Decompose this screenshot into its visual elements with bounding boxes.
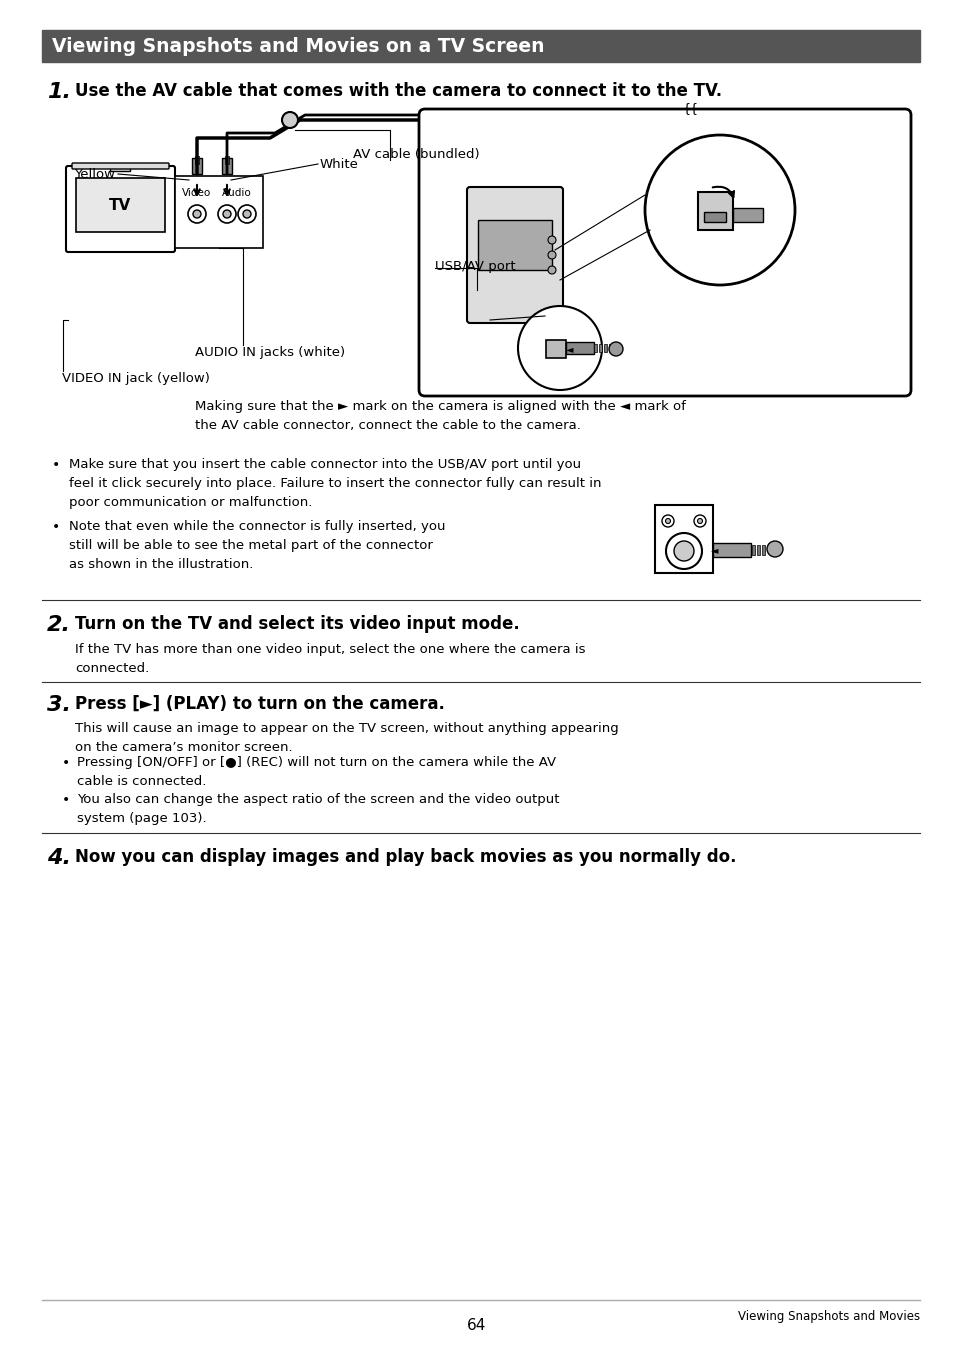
Text: Use the AV cable that comes with the camera to connect it to the TV.: Use the AV cable that comes with the cam… bbox=[75, 81, 721, 100]
Bar bbox=[42, 30, 919, 62]
Text: VIDEO IN jack (yellow): VIDEO IN jack (yellow) bbox=[62, 372, 210, 385]
Text: TV: TV bbox=[110, 198, 132, 213]
FancyBboxPatch shape bbox=[467, 187, 562, 323]
Bar bbox=[598, 345, 601, 351]
Circle shape bbox=[697, 518, 701, 524]
Circle shape bbox=[188, 205, 206, 223]
Text: ◄: ◄ bbox=[565, 345, 573, 354]
Text: Note that even while the connector is fully inserted, you
still will be able to : Note that even while the connector is fu… bbox=[69, 520, 445, 571]
Bar bbox=[712, 543, 750, 556]
Bar bbox=[225, 156, 229, 164]
Bar bbox=[565, 342, 594, 354]
Text: Yellow: Yellow bbox=[74, 167, 115, 180]
Text: Press [►] (PLAY) to turn on the camera.: Press [►] (PLAY) to turn on the camera. bbox=[75, 695, 444, 712]
Text: •: • bbox=[62, 756, 71, 769]
Circle shape bbox=[644, 134, 794, 285]
Bar bbox=[222, 157, 232, 174]
Text: Turn on the TV and select its video input mode.: Turn on the TV and select its video inpu… bbox=[75, 615, 519, 632]
FancyBboxPatch shape bbox=[418, 109, 910, 396]
Bar bbox=[111, 166, 131, 171]
Circle shape bbox=[547, 251, 556, 259]
Bar bbox=[603, 345, 606, 351]
Text: White: White bbox=[319, 157, 358, 171]
Bar bbox=[477, 220, 552, 270]
Circle shape bbox=[193, 210, 201, 218]
Text: 4.: 4. bbox=[47, 848, 71, 868]
Text: This will cause an image to appear on the TV screen, without anything appearing
: This will cause an image to appear on th… bbox=[75, 722, 618, 754]
Circle shape bbox=[608, 342, 622, 356]
Text: Pressing [ON/OFF] or [●] (REC) will not turn on the camera while the AV
cable is: Pressing [ON/OFF] or [●] (REC) will not … bbox=[77, 756, 556, 788]
Circle shape bbox=[665, 518, 670, 524]
Circle shape bbox=[282, 113, 297, 128]
Circle shape bbox=[665, 533, 701, 569]
Text: 64: 64 bbox=[467, 1318, 486, 1333]
Circle shape bbox=[223, 210, 231, 218]
Bar bbox=[761, 546, 764, 555]
Circle shape bbox=[547, 236, 556, 244]
Text: •: • bbox=[62, 792, 71, 807]
Circle shape bbox=[218, 205, 235, 223]
Circle shape bbox=[243, 210, 251, 218]
Text: Viewing Snapshots and Movies on a TV Screen: Viewing Snapshots and Movies on a TV Scr… bbox=[52, 37, 544, 56]
Circle shape bbox=[661, 516, 673, 527]
Text: Viewing Snapshots and Movies: Viewing Snapshots and Movies bbox=[737, 1310, 919, 1323]
Text: If the TV has more than one video input, select the one where the camera is
conn: If the TV has more than one video input,… bbox=[75, 643, 585, 674]
Bar bbox=[192, 157, 202, 174]
Bar bbox=[174, 176, 263, 248]
Bar bbox=[732, 208, 762, 223]
Bar bbox=[608, 345, 612, 351]
Text: AV cable (bundled): AV cable (bundled) bbox=[353, 148, 479, 161]
FancyBboxPatch shape bbox=[71, 163, 169, 170]
Text: Audio: Audio bbox=[222, 189, 252, 198]
Text: You also can change the aspect ratio of the screen and the video output
system (: You also can change the aspect ratio of … bbox=[77, 792, 558, 825]
Circle shape bbox=[766, 541, 782, 556]
Bar bbox=[594, 345, 597, 351]
Text: Making sure that the ► mark on the camera is aligned with the ◄ mark of
the AV c: Making sure that the ► mark on the camer… bbox=[194, 400, 685, 432]
Text: USB/AV port: USB/AV port bbox=[435, 261, 515, 273]
Bar bbox=[194, 156, 199, 164]
Text: Video: Video bbox=[182, 189, 212, 198]
Text: 3.: 3. bbox=[47, 695, 71, 715]
Circle shape bbox=[237, 205, 255, 223]
Text: Make sure that you insert the cable connector into the USB/AV port until you
fee: Make sure that you insert the cable conn… bbox=[69, 459, 601, 509]
FancyBboxPatch shape bbox=[66, 166, 174, 252]
Bar bbox=[751, 546, 754, 555]
Text: •: • bbox=[52, 459, 60, 472]
Text: •: • bbox=[52, 520, 60, 535]
Text: 1.: 1. bbox=[47, 81, 71, 102]
Bar bbox=[757, 546, 760, 555]
Bar bbox=[545, 341, 565, 358]
Text: 2.: 2. bbox=[47, 615, 71, 635]
Text: Now you can display images and play back movies as you normally do.: Now you can display images and play back… bbox=[75, 848, 736, 866]
Circle shape bbox=[517, 305, 601, 389]
Circle shape bbox=[673, 541, 693, 560]
Circle shape bbox=[547, 266, 556, 274]
Text: {{: {{ bbox=[681, 102, 698, 115]
Text: ◄: ◄ bbox=[710, 546, 718, 555]
Bar bbox=[698, 191, 732, 229]
Bar bbox=[76, 178, 165, 232]
FancyBboxPatch shape bbox=[655, 505, 712, 573]
Bar bbox=[703, 212, 725, 223]
Text: AUDIO IN jacks (white): AUDIO IN jacks (white) bbox=[194, 346, 345, 360]
Circle shape bbox=[693, 516, 705, 527]
